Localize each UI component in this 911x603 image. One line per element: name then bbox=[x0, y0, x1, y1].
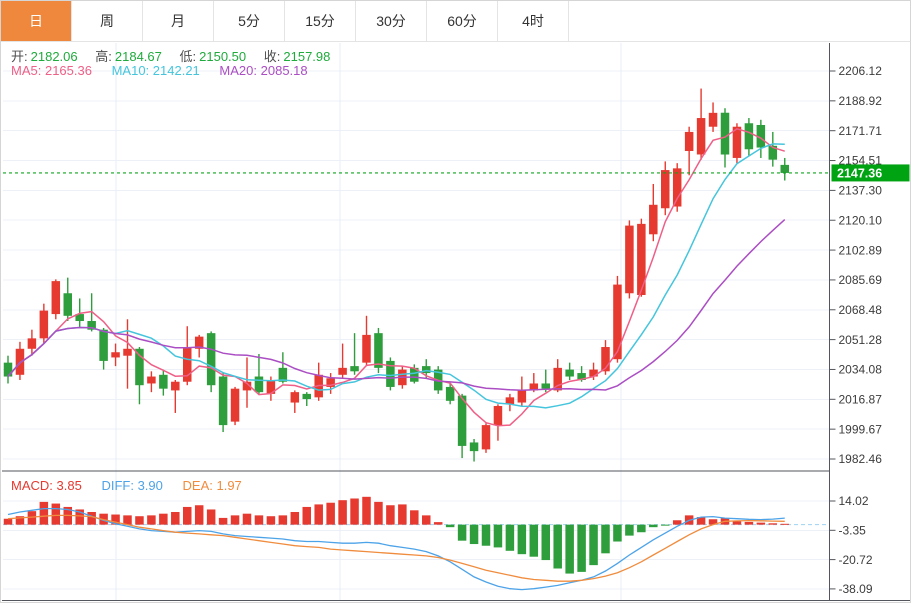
macd-axis-label: -38.09 bbox=[839, 582, 873, 596]
diff-line bbox=[7, 507, 785, 591]
current-price-badge: 2147.36 bbox=[831, 164, 910, 182]
price-axis-label: 2016.87 bbox=[839, 393, 883, 407]
svg-text:2147.36: 2147.36 bbox=[837, 166, 882, 180]
open-label: 开: bbox=[11, 49, 28, 64]
macd-info-line: MACD: 3.85 DIFF: 3.90 DEA: 1.97 bbox=[11, 478, 258, 493]
macd-axis-label: 14.02 bbox=[839, 494, 869, 508]
ma20-line bbox=[7, 219, 786, 391]
ma10-line bbox=[7, 143, 785, 409]
price-axis-label: 2188.92 bbox=[839, 94, 883, 108]
period-tab-6[interactable]: 60分 bbox=[427, 1, 498, 41]
macd-axis: 14.02 -3.35 -20.72 -38.09 bbox=[829, 494, 873, 596]
close-value: 2157.98 bbox=[283, 49, 331, 64]
period-tab-1[interactable]: 周 bbox=[72, 1, 143, 41]
price-axis-label: 2137.30 bbox=[839, 184, 883, 198]
low-value: 2150.50 bbox=[199, 49, 247, 64]
period-tab-4[interactable]: 15分 bbox=[285, 1, 356, 41]
period-tabbar: 日周月 5分 15分 30分 60分 4时 bbox=[1, 1, 910, 42]
price-axis-label: 2171.71 bbox=[839, 124, 883, 138]
ma5-info: MA5: 2165.36 bbox=[11, 63, 92, 78]
diff-info: DIFF: 3.90 bbox=[101, 478, 163, 493]
price-axis-label: 2051.28 bbox=[839, 333, 883, 347]
price-axis-label: 2120.10 bbox=[839, 213, 883, 227]
high-label: 高: bbox=[95, 49, 112, 64]
ma20-info: MA20: 2085.18 bbox=[219, 63, 308, 78]
candle-series bbox=[3, 88, 789, 462]
price-axis: 2206.12 2188.92 2171.71 2154.51 2137.30 2120.… bbox=[2, 43, 910, 602]
dea-line bbox=[7, 514, 785, 582]
price-axis-label: 2068.48 bbox=[839, 303, 883, 317]
dea-info: DEA: 1.97 bbox=[182, 478, 242, 493]
macd-axis-label: -20.72 bbox=[839, 553, 873, 567]
price-axis-label: 2102.89 bbox=[839, 243, 883, 257]
close-label: 收: bbox=[263, 49, 281, 64]
price-axis-label: 2085.69 bbox=[839, 273, 883, 287]
macd-axis-label: -3.35 bbox=[839, 524, 867, 538]
period-tab-2[interactable]: 月 bbox=[143, 1, 214, 41]
price-axis-label: 1999.67 bbox=[839, 422, 883, 436]
ma-info-line: MA5: 2165.36 MA10: 2142.21 MA20: 2085.18 bbox=[11, 63, 324, 78]
period-tab-5[interactable]: 30分 bbox=[356, 1, 427, 41]
low-label: 低: bbox=[179, 49, 197, 64]
price-axis-label: 1982.46 bbox=[839, 452, 883, 466]
period-tab-7[interactable]: 4时 bbox=[498, 1, 569, 41]
price-axis-label: 2206.12 bbox=[839, 64, 883, 78]
open-value: 2182.06 bbox=[30, 49, 78, 64]
price-axis-label: 2034.08 bbox=[839, 363, 883, 377]
macd-histogram bbox=[3, 496, 789, 574]
price-axis-label: 2154.51 bbox=[839, 154, 883, 168]
period-tab-0[interactable]: 日 bbox=[1, 1, 72, 41]
macd-info: MACD: 3.85 bbox=[11, 478, 82, 493]
high-value: 2184.67 bbox=[114, 49, 162, 64]
period-tab-3[interactable]: 5分 bbox=[214, 1, 285, 41]
ohlc-info-line: 开: 2182.06 高: 2184.67 低: 2150.50 收: 2157.98 bbox=[11, 46, 344, 65]
ma10-info: MA10: 2142.21 bbox=[111, 63, 200, 78]
ma5-line bbox=[7, 127, 785, 427]
